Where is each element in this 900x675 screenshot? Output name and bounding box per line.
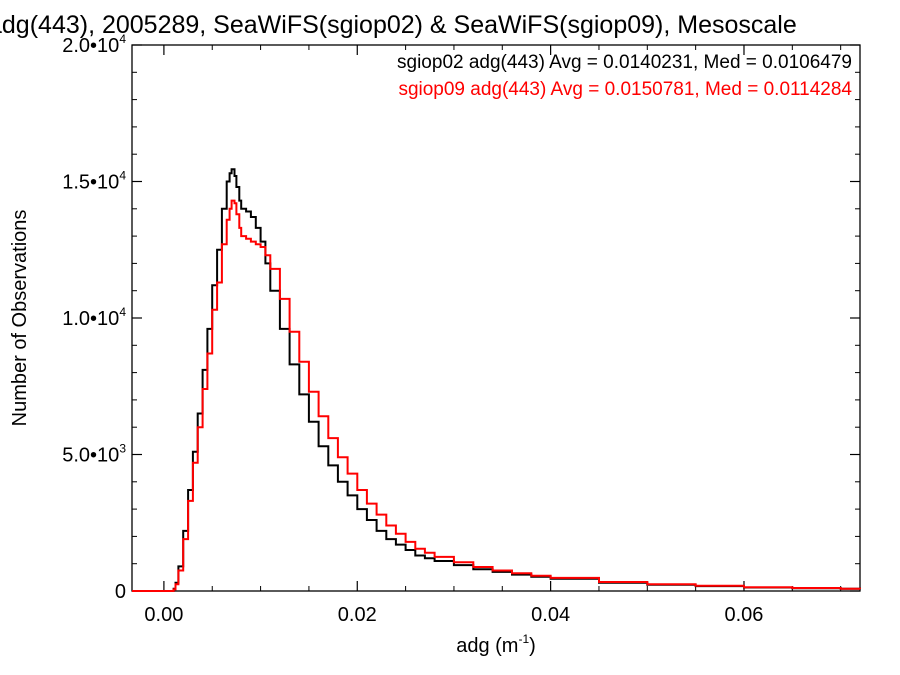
y-tick-label-exponent: 3: [119, 442, 126, 456]
x-axis-label: adg (m-1): [456, 632, 536, 657]
plot-frame: [131, 44, 861, 592]
y-tick-label: 5.0•103: [62, 442, 126, 467]
annotation-sgiop09: sgiop09 adg(443) Avg = 0.0150781, Med = …: [398, 79, 852, 100]
series-line-sgiop09: [132, 199, 861, 592]
y-tick-label-exponent: 4: [119, 169, 126, 183]
chart-title: adg(443), 2005289, SeaWiFS(sgiop02) & Se…: [0, 11, 797, 39]
x-axis-label-exponent: -1: [518, 632, 529, 646]
y-axis-label: Number of Observations: [9, 210, 31, 427]
y-tick-label: 0: [115, 581, 126, 603]
y-tick-label: 1.0•104: [62, 305, 126, 330]
y-tick-label-exponent: 4: [119, 32, 126, 46]
y-tick-label-mantissa: 1.0•10: [62, 308, 119, 330]
x-axis-label-close: ): [529, 635, 536, 657]
x-tick-label: 0.02: [338, 604, 377, 626]
y-tick-label-mantissa: 0: [115, 581, 126, 603]
x-tick-label: 0.04: [531, 604, 570, 626]
y-tick-label-mantissa: 1.5•10: [62, 172, 119, 194]
x-axis-label-main: adg (m: [456, 635, 518, 657]
y-tick-label-exponent: 4: [119, 305, 126, 319]
y-tick-label-mantissa: 2.0•10: [62, 35, 119, 57]
y-tick-label: 2.0•104: [62, 32, 126, 57]
x-axis-ticks: 0.00 0.02 0.04 0.06: [144, 45, 842, 626]
y-tick-label-mantissa: 5.0•10: [62, 445, 119, 467]
series-layer: [132, 168, 861, 592]
y-tick-label: 1.5•104: [62, 169, 126, 194]
x-tick-label: 0.00: [144, 604, 183, 626]
x-tick-label: 0.06: [725, 604, 764, 626]
annotation-sgiop02: sgiop02 adg(443) Avg = 0.0140231, Med = …: [397, 52, 852, 73]
